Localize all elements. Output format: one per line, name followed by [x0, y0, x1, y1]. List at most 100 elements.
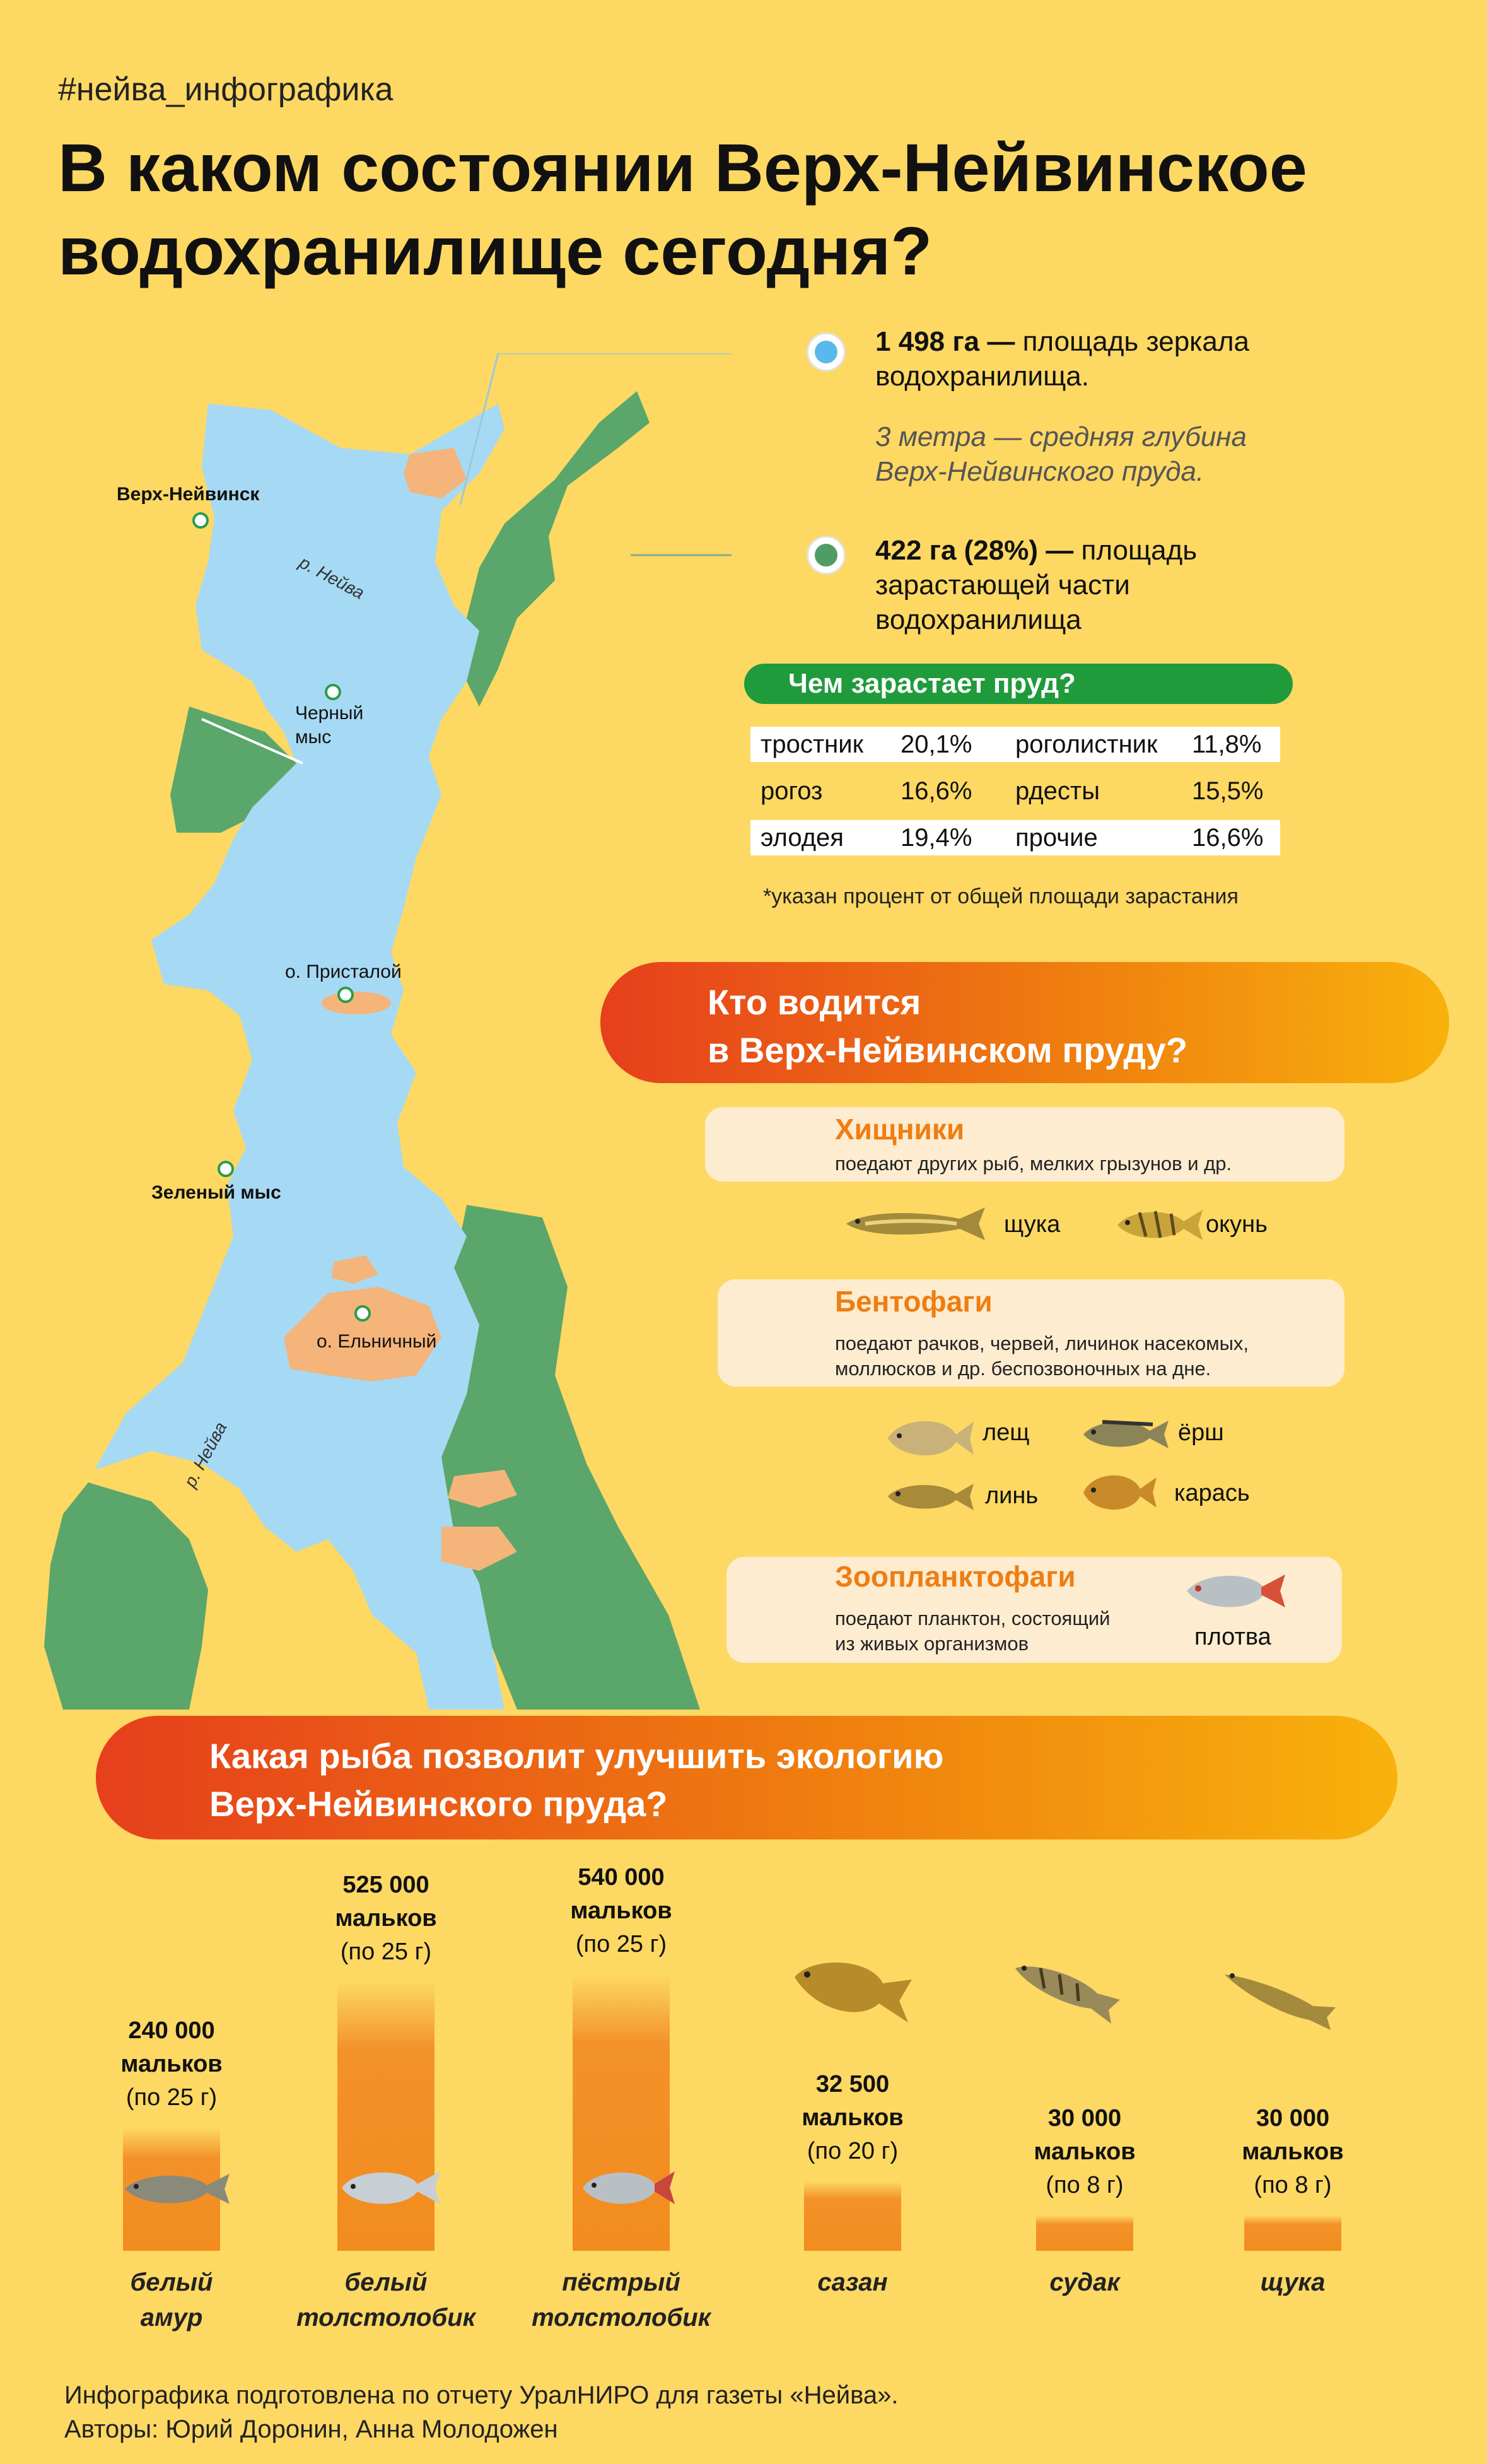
water-body: [95, 404, 504, 1710]
place-black-cape: Черный мыс: [295, 701, 363, 749]
stocking-bar-label: 30 000 мальков (по 8 г): [990, 2102, 1179, 2203]
plant-name: тростник: [761, 730, 864, 758]
marker-black-cape: [325, 684, 341, 700]
plants-table: тростник 20,1% роголистник 11,8% рогоз 1…: [750, 727, 1280, 867]
stocking-species-line1: белый: [130, 2268, 213, 2296]
plants-row: элодея 19,4% прочие 16,6%: [750, 820, 1280, 855]
island-small-2: [448, 1470, 517, 1508]
island-elnichny: [284, 1287, 441, 1382]
who-lives-line1: Кто водится: [708, 982, 921, 1022]
plant-value: 16,6%: [1192, 824, 1264, 852]
plant-name: прочие: [1015, 824, 1098, 852]
stocking-species-line1: белый: [344, 2268, 428, 2296]
depth-line2: Верх-Нейвинского пруда.: [875, 456, 1204, 487]
fish-crucian: карась: [1174, 1480, 1250, 1506]
marker-pristaloy: [337, 987, 354, 1003]
depth-line1: 3 метра — средняя глубина: [875, 421, 1247, 452]
reservoir-map: Верх-Нейвинск Черный мыс о. Присталой Зе…: [0, 352, 820, 1728]
plant-value: 11,8%: [1192, 730, 1262, 758]
improve-banner: Какая рыба позволит улучшить экологию Ве…: [96, 1716, 1397, 1839]
map-graphic: [44, 352, 820, 1710]
place-pristaloy: о. Присталой: [285, 961, 402, 982]
water-area-text2: водохранилища.: [875, 361, 1090, 392]
stocking-bar-label: 32 500 мальков (по 20 г): [758, 2068, 947, 2169]
plants-footnote: *указан процент от общей площади зараста…: [763, 884, 1239, 908]
stocking-unit: мальков: [1242, 2138, 1344, 2166]
fish-pike: щука: [1004, 1211, 1061, 1238]
credits-line2: Авторы: Юрий Доронин, Анна Молодожен: [64, 2415, 558, 2443]
stocking-species: сазан: [752, 2265, 953, 2300]
dam-line: [201, 718, 303, 765]
stocking-count: 240 000: [128, 2017, 215, 2044]
plant-name: роголистник: [1015, 730, 1158, 758]
leader-line-area: [459, 352, 813, 505]
carp-icon: [795, 1962, 912, 2022]
tench-icon: [888, 1484, 974, 1510]
improve-line2: Верх-Нейвинского пруда?: [209, 1783, 668, 1824]
stocking-weight: (по 25 г): [125, 2084, 218, 2111]
stocking-bar-label: 30 000 мальков (по 8 г): [1198, 2102, 1387, 2203]
plants-row: рогоз 16,6% рдесты 15,5%: [750, 773, 1280, 809]
vegetation-west-south: [44, 1482, 208, 1710]
title-line-2: водохранилище сегодня?: [58, 212, 933, 289]
stocking-unit: мальков: [1034, 2138, 1136, 2166]
zooplankton-title: Зоопланктофаги: [835, 1560, 1076, 1593]
stocking-count: 30 000: [1047, 2105, 1122, 2132]
roach-icon: [1187, 1575, 1285, 1607]
stocking-species-line1: пёстрый: [562, 2268, 680, 2296]
water-area-stat: 1 498 га — площадь зеркала водохранилища…: [875, 324, 1249, 394]
credits-line1: Инфографика подготовлена по отчету УралН…: [64, 2381, 899, 2409]
credits: Инфографика подготовлена по отчету УралН…: [64, 2378, 899, 2446]
stocking-weight: (по 20 г): [807, 2138, 899, 2165]
who-lives-line2: в Верх-Нейвинском пруду?: [708, 1030, 1188, 1070]
pike-stock-icon: [1225, 1973, 1336, 2030]
stocking-count: 540 000: [578, 1864, 665, 1891]
plant-value: 15,5%: [1192, 777, 1264, 805]
overgrown-text3: водохранилища: [875, 604, 1082, 635]
island-small-1: [331, 1255, 378, 1284]
stocking-species-line1: сазан: [817, 2268, 888, 2296]
stocking-unit: мальков: [802, 2104, 904, 2132]
benthophages-desc-line1: поедают рачков, червей, личинок насекомы…: [835, 1332, 1249, 1354]
island-small-3: [441, 1527, 517, 1571]
stocking-species-line2: толстолобик: [296, 2304, 475, 2332]
plant-name: рогоз: [761, 777, 823, 805]
plants-row: тростник 20,1% роголистник 11,8%: [750, 727, 1280, 762]
zooplankton-desc: поедают планктон, состоящий из живых орг…: [835, 1606, 1110, 1657]
water-area-dot: [808, 334, 844, 370]
who-lives-banner: Кто водится в Верх-Нейвинском пруду?: [600, 962, 1449, 1083]
stocking-species-line1: судак: [1049, 2268, 1120, 2296]
page-title: В каком состоянии Верх-Нейвинское водохр…: [58, 126, 1445, 293]
stocking-species: белый толстолобик: [285, 2265, 487, 2335]
stocking-unit: мальков: [335, 1905, 437, 1932]
place-green-cape: Зеленый мыс: [151, 1182, 281, 1203]
marker-elnichny: [354, 1305, 371, 1322]
predators-title: Хищники: [835, 1113, 965, 1146]
zooplankton-desc-line2: из живых организмов: [835, 1633, 1029, 1655]
fish-bream: лещ: [983, 1419, 1030, 1446]
marker-green-cape: [218, 1161, 234, 1177]
stocking-bar: [1036, 2215, 1133, 2251]
stocking-species-line1: щука: [1260, 2268, 1326, 2296]
island-pristaloy: [322, 992, 391, 1014]
depth-stat: 3 метра — средняя глубина Верх-Нейвинско…: [875, 419, 1247, 489]
zander-icon: [1015, 1966, 1120, 2024]
fish-tench: линь: [985, 1482, 1039, 1509]
stocking-species: щука: [1192, 2265, 1394, 2300]
benthophages-desc: поедают рачков, червей, личинок насекомы…: [835, 1331, 1249, 1382]
plant-value: 16,6%: [901, 777, 972, 805]
predators-card: Хищники поедают других рыб, мелких грызу…: [705, 1107, 1344, 1182]
perch-icon: [1117, 1210, 1203, 1240]
bighead-carp-icon: [583, 2171, 675, 2204]
ruffe-icon: [1083, 1420, 1169, 1448]
pike-icon: [846, 1207, 985, 1240]
stocking-count: 525 000: [342, 1872, 429, 1898]
stocking-weight: (по 25 г): [340, 1939, 432, 1966]
fish-perch: окунь: [1206, 1211, 1268, 1238]
zooplankton-desc-line1: поедают планктон, состоящий: [835, 1607, 1111, 1629]
overgrown-stat: 422 га (28%) — площадь зарастающей части…: [875, 533, 1197, 637]
stocking-weight: (по 8 г): [1254, 2172, 1332, 2199]
vegetation-east-south: [441, 1205, 700, 1710]
predators-desc: поедают других рыб, мелких грызунов и др…: [835, 1153, 1232, 1175]
bream-icon: [888, 1421, 974, 1456]
